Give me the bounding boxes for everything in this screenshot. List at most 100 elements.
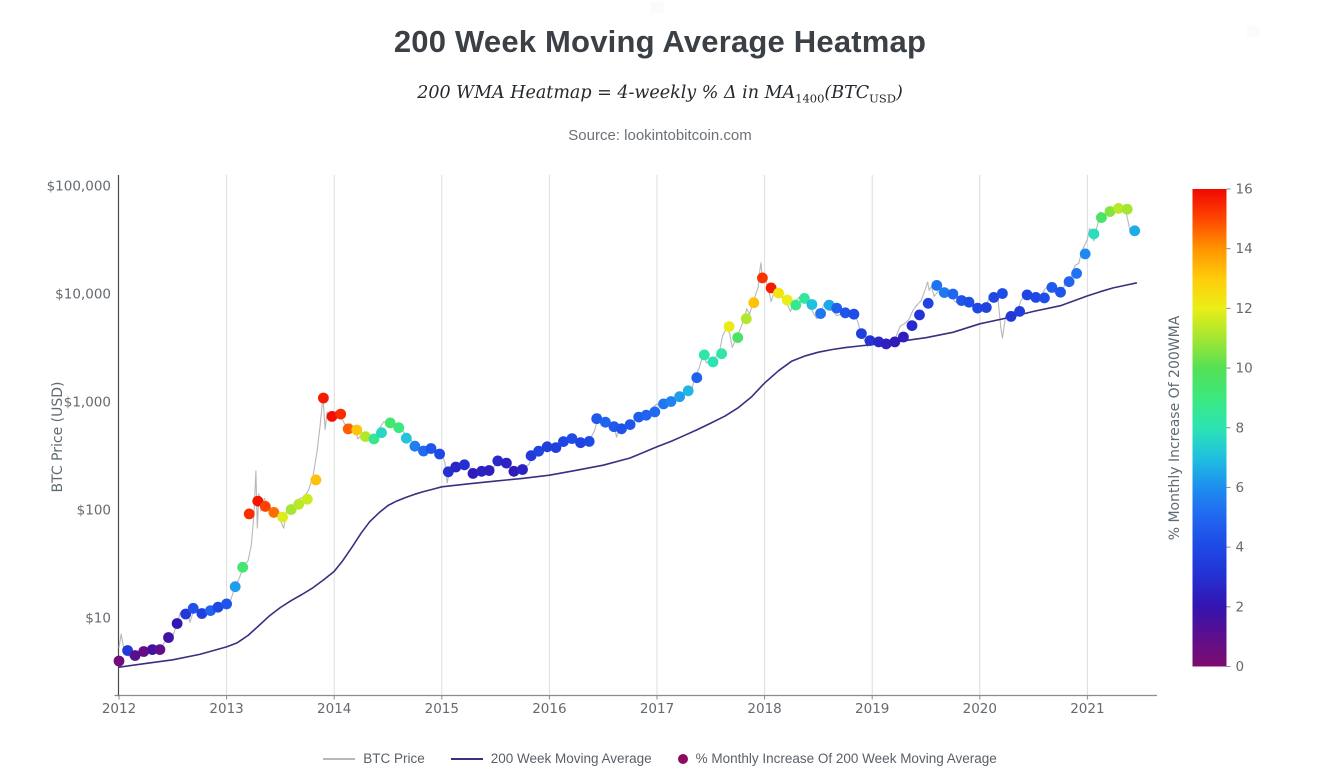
heatmap-dot[interactable]	[649, 406, 661, 418]
heatmap-dot[interactable]	[434, 448, 445, 460]
heatmap-dot[interactable]	[326, 411, 338, 422]
heatmap-dot[interactable]	[575, 437, 586, 449]
legend-item-monthly-increase[interactable]: % Monthly Increase Of 200 Week Moving Av…	[677, 751, 997, 766]
heatmap-dot[interactable]	[980, 302, 992, 313]
heatmap-dot[interactable]	[351, 424, 363, 436]
heatmap-dot[interactable]	[301, 493, 313, 505]
heatmap-dot[interactable]	[799, 293, 810, 304]
heatmap-dot[interactable]	[640, 409, 652, 421]
heatmap-dot[interactable]	[1096, 212, 1107, 224]
heatmap-dot[interactable]	[856, 328, 867, 339]
heatmap-dot[interactable]	[922, 297, 934, 309]
heatmap-dot[interactable]	[1104, 206, 1116, 217]
heatmap-dot[interactable]	[972, 302, 983, 314]
heatmap-dot[interactable]	[1063, 276, 1075, 288]
heatmap-dot[interactable]	[221, 598, 233, 610]
heatmap-dot[interactable]	[938, 287, 950, 298]
heatmap-dot[interactable]	[665, 396, 677, 407]
heatmap-dot[interactable]	[815, 308, 826, 319]
heatmap-dot[interactable]	[583, 436, 595, 447]
heatmap-dot[interactable]	[1113, 203, 1124, 214]
heatmap-dot[interactable]	[335, 408, 347, 420]
heatmap-dot[interactable]	[790, 299, 802, 311]
heatmap-dot[interactable]	[147, 644, 158, 655]
heatmap-dot[interactable]	[806, 299, 818, 310]
heatmap-dot[interactable]	[129, 650, 141, 661]
heatmap-dot[interactable]	[541, 441, 553, 453]
heatmap-dot[interactable]	[1121, 203, 1133, 215]
heatmap-dot[interactable]	[740, 313, 752, 325]
heatmap-dot[interactable]	[1071, 268, 1082, 279]
heatmap-dot[interactable]	[508, 465, 520, 477]
heatmap-dot[interactable]	[914, 309, 925, 321]
heatmap-dot[interactable]	[674, 391, 685, 403]
heatmap-dot[interactable]	[1039, 292, 1050, 304]
heatmap-dot[interactable]	[765, 282, 777, 294]
heatmap-dot[interactable]	[467, 468, 479, 479]
heatmap-dot[interactable]	[1046, 282, 1058, 293]
heatmap-dot[interactable]	[163, 632, 174, 643]
heatmap-dot[interactable]	[591, 413, 603, 425]
heatmap-dot[interactable]	[310, 474, 322, 486]
heatmap-dot[interactable]	[698, 349, 710, 361]
heatmap-dot[interactable]	[831, 302, 843, 314]
heatmap-dot[interactable]	[1055, 286, 1066, 298]
heatmap-dot[interactable]	[318, 392, 329, 404]
heatmap-dot[interactable]	[880, 338, 892, 350]
heatmap-dot[interactable]	[1079, 248, 1091, 260]
heatmap-dot[interactable]	[277, 511, 288, 523]
heatmap-dot[interactable]	[732, 332, 744, 343]
heatmap-dot[interactable]	[459, 459, 470, 471]
heatmap-dot[interactable]	[113, 655, 125, 667]
heatmap-dot[interactable]	[237, 561, 249, 573]
heatmap-dot[interactable]	[723, 321, 735, 332]
heatmap-dot[interactable]	[691, 372, 703, 384]
heatmap-dot[interactable]	[450, 461, 462, 473]
heatmap-dot[interactable]	[931, 280, 943, 291]
heatmap-dot[interactable]	[171, 618, 183, 629]
heatmap-dot[interactable]	[566, 433, 578, 444]
heatmap-dot[interactable]	[550, 442, 562, 453]
heatmap-dot[interactable]	[533, 445, 544, 457]
heatmap-dot[interactable]	[716, 348, 727, 360]
heatmap-dot[interactable]	[889, 336, 901, 348]
heatmap-dot[interactable]	[212, 601, 224, 613]
heatmap-dot[interactable]	[285, 504, 297, 515]
heatmap-dot[interactable]	[501, 457, 512, 469]
heatmap-dot[interactable]	[425, 443, 437, 454]
heatmap-dot[interactable]	[517, 464, 528, 475]
heatmap-dot[interactable]	[748, 297, 760, 309]
heatmap-dot[interactable]	[600, 416, 611, 428]
heatmap-dot[interactable]	[342, 423, 354, 435]
heatmap-dot[interactable]	[409, 440, 421, 452]
heatmap-dot[interactable]	[839, 307, 851, 319]
heatmap-dot[interactable]	[558, 436, 569, 447]
heatmap-dot[interactable]	[963, 296, 975, 308]
heatmap-dot[interactable]	[624, 419, 636, 430]
heatmap-dot[interactable]	[483, 465, 495, 476]
heatmap-dot[interactable]	[293, 498, 305, 510]
heatmap-dot[interactable]	[707, 356, 719, 368]
heatmap-dot[interactable]	[1014, 306, 1025, 317]
heatmap-dot[interactable]	[1021, 289, 1033, 301]
heatmap-dot[interactable]	[154, 644, 166, 655]
heatmap-dot[interactable]	[947, 288, 959, 300]
heatmap-dot[interactable]	[848, 308, 860, 320]
heatmap-dot[interactable]	[616, 423, 627, 435]
heatmap-dot[interactable]	[360, 431, 371, 442]
heatmap-dot[interactable]	[1129, 225, 1141, 237]
heatmap-dot[interactable]	[781, 294, 793, 306]
heatmap-dot[interactable]	[393, 422, 405, 434]
heatmap-dot[interactable]	[259, 501, 271, 512]
heatmap-dot[interactable]	[376, 427, 387, 439]
heatmap-dot[interactable]	[864, 335, 876, 346]
heatmap-dot[interactable]	[196, 608, 208, 619]
heatmap-dot[interactable]	[1088, 228, 1100, 240]
heatmap-dot[interactable]	[997, 288, 1008, 299]
legend-item-btc-price[interactable]: BTC Price	[323, 751, 425, 766]
heatmap-dot[interactable]	[492, 455, 504, 467]
heatmap-dot[interactable]	[1030, 292, 1042, 303]
heatmap-dot[interactable]	[252, 495, 264, 507]
heatmap-dot[interactable]	[757, 272, 768, 284]
